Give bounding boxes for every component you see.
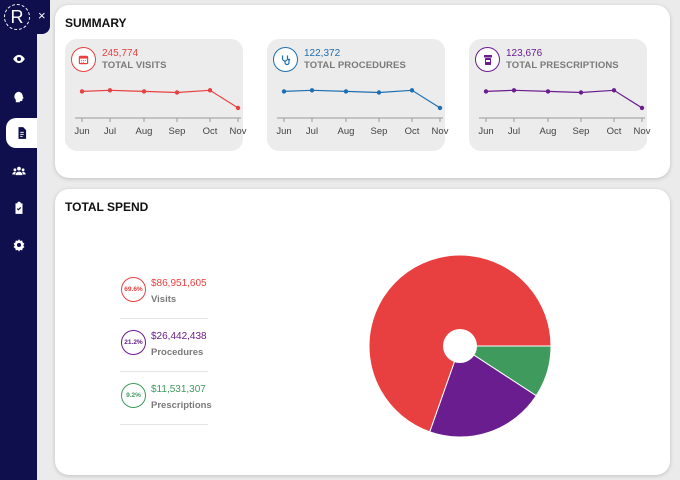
- month-label: Jun: [74, 126, 89, 137]
- calendar-icon: [78, 55, 89, 65]
- month-label: Jun: [276, 126, 291, 137]
- trend-point: [511, 88, 517, 93]
- month-label: Jul: [306, 126, 318, 137]
- month-label: Jul: [104, 126, 116, 137]
- legend-item-prescriptions: 9.2% $11,531,307 Prescriptions: [120, 372, 212, 425]
- trend-point: [79, 89, 85, 94]
- metric-label: TOTAL PROCEDURES: [304, 60, 406, 71]
- month-label: Oct: [203, 126, 218, 137]
- month-label: Sep: [169, 126, 186, 137]
- trend-point: [437, 105, 443, 111]
- sparkline-prescriptions: Jun Jul Aug Sep Oct Nov: [478, 88, 651, 137]
- nav-settings[interactable]: [0, 230, 37, 260]
- trend-point: [141, 89, 147, 94]
- percent-badge: 9.2%: [121, 383, 146, 408]
- trend-point: [309, 88, 315, 93]
- percent-badge: 21.2%: [121, 330, 146, 355]
- metric-value: 122,372: [304, 48, 341, 59]
- stethoscope-icon: [281, 55, 290, 65]
- month-label: Oct: [607, 126, 622, 137]
- total-spend-card: TOTAL SPEND 69.6% $86,951,605 Visits 21.…: [55, 189, 670, 475]
- users-icon: [11, 166, 26, 176]
- trend-point: [281, 89, 287, 94]
- pie-hole: [443, 329, 477, 363]
- trend-point: [545, 89, 551, 94]
- nav-eye[interactable]: [0, 44, 37, 74]
- metric-label: TOTAL VISITS: [102, 60, 167, 71]
- percent-badge: 69.6%: [121, 277, 146, 302]
- sparkline-visits: Jun Jul Aug Sep Oct Nov: [74, 88, 247, 137]
- metric-value: 123,676: [506, 48, 543, 59]
- spend-label: Visits: [151, 294, 177, 305]
- metric-card-procedures: 122,372 TOTAL PROCEDURES Jun Jul Aug Sep Oct…: [267, 39, 449, 151]
- spend-legend: 69.6% $86,951,605 Visits 21.2% $26,442,4…: [120, 266, 212, 425]
- pie-slice-procedures[interactable]: [429, 345, 537, 438]
- metric-label: TOTAL PRESCRIPTIONS: [506, 60, 619, 71]
- trend-line: [283, 89, 441, 109]
- month-label: Nov: [634, 126, 651, 137]
- trend-point: [409, 88, 415, 93]
- month-label: Aug: [540, 126, 557, 137]
- metric-card-visits: 245,774 TOTAL VISITS Jun Jul Aug Sep Oct Nov: [65, 39, 247, 151]
- month-label: Aug: [338, 126, 355, 137]
- pill-bottle-icon: [483, 54, 492, 65]
- nav-users[interactable]: [0, 156, 37, 186]
- trend-point: [235, 105, 241, 111]
- trend-point: [483, 89, 489, 94]
- close-sidebar-button[interactable]: ×: [38, 8, 46, 23]
- trend-point: [611, 88, 617, 93]
- metric-value: 245,774: [102, 48, 139, 59]
- trend-point: [578, 90, 584, 95]
- month-label: Aug: [136, 126, 153, 137]
- gear-icon: [13, 239, 24, 252]
- trend-line: [81, 89, 239, 109]
- nav-documents[interactable]: [6, 118, 37, 148]
- spend-label: Procedures: [151, 347, 204, 358]
- logo: R: [4, 4, 30, 30]
- month-label: Sep: [573, 126, 590, 137]
- summary-card: SUMMARY 245,774 TOTAL VISITS Jun Jul Aug Se…: [55, 5, 670, 178]
- brain-icon: [13, 91, 24, 103]
- spend-amount: $26,442,438: [151, 331, 207, 342]
- trend-line: [485, 89, 643, 109]
- eye-icon: [12, 54, 25, 64]
- legend-item-visits: 69.6% $86,951,605 Visits: [120, 266, 208, 319]
- trend-point: [343, 89, 349, 94]
- clipboard-icon: [15, 201, 22, 214]
- spend-label: Prescriptions: [151, 400, 212, 411]
- sidebar: [0, 0, 37, 480]
- sparkline-procedures: Jun Jul Aug Sep Oct Nov: [276, 88, 449, 137]
- month-label: Nov: [230, 126, 247, 137]
- document-icon: [18, 127, 26, 139]
- spend-amount: $11,531,307: [151, 384, 206, 395]
- trend-point: [107, 88, 113, 93]
- month-label: Jun: [478, 126, 493, 137]
- legend-item-procedures: 21.2% $26,442,438 Procedures: [120, 319, 208, 372]
- nav-clipboard[interactable]: [0, 193, 37, 223]
- month-label: Nov: [432, 126, 449, 137]
- month-label: Sep: [371, 126, 388, 137]
- trend-point: [174, 90, 180, 95]
- month-label: Jul: [508, 126, 520, 137]
- spend-amount: $86,951,605: [151, 278, 207, 289]
- trend-point: [207, 88, 213, 93]
- summary-title: SUMMARY: [65, 16, 127, 30]
- spend-pie-chart: [368, 254, 552, 438]
- metric-card-prescriptions: 123,676 TOTAL PRESCRIPTIONS Jun Jul Aug Sep…: [469, 39, 651, 151]
- spend-title: TOTAL SPEND: [65, 200, 149, 214]
- trend-point: [639, 105, 645, 111]
- logo-header: R ×: [0, 0, 50, 34]
- month-label: Oct: [405, 126, 420, 137]
- trend-point: [376, 90, 382, 95]
- nav-brain[interactable]: [0, 82, 37, 112]
